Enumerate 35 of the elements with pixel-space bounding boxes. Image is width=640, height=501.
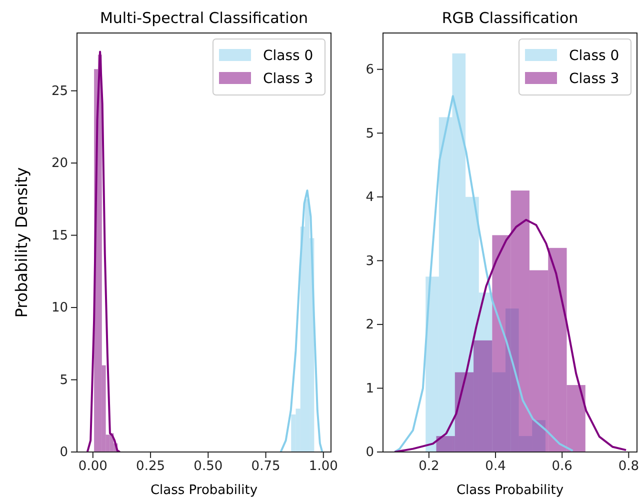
y-tick-label: 0 bbox=[60, 445, 68, 460]
y-tick-label: 10 bbox=[51, 300, 68, 316]
chart-title: RGB Classification bbox=[442, 9, 578, 27]
x-tick-label: 0.6 bbox=[552, 459, 572, 474]
x-tick-label: 0.00 bbox=[78, 459, 108, 474]
y-tick-label: 4 bbox=[366, 190, 374, 206]
y-tick-label: 5 bbox=[60, 372, 68, 388]
x-tick-label: 0.2 bbox=[418, 459, 440, 474]
y-tick-label: 3 bbox=[366, 254, 374, 269]
legend-label: Class 0 bbox=[569, 48, 620, 64]
y-tick-label: 0 bbox=[366, 445, 374, 460]
y-tick-label: 15 bbox=[51, 228, 68, 244]
y-tick-label: 5 bbox=[366, 126, 374, 142]
y-tick-label: 20 bbox=[51, 156, 68, 172]
x-tick-label: 0.25 bbox=[136, 459, 166, 474]
line-series bbox=[86, 50, 121, 452]
x-tick-label: 0.50 bbox=[194, 459, 223, 474]
legend-label: Class 3 bbox=[569, 71, 620, 87]
y-tick-label: 2 bbox=[366, 318, 374, 333]
x-tick-label: 1.00 bbox=[308, 459, 338, 474]
x-axis-title: Class Probability bbox=[150, 483, 258, 498]
x-tick-label: 0.4 bbox=[485, 459, 506, 474]
y-axis-title: Probability Density bbox=[12, 167, 31, 318]
x-tick-label: 0.75 bbox=[251, 459, 280, 474]
x-axis-title: Class Probability bbox=[456, 483, 564, 498]
legend-label: Class 3 bbox=[263, 71, 314, 87]
line-series bbox=[394, 95, 574, 452]
line-series bbox=[280, 189, 324, 452]
y-tick-label: 6 bbox=[366, 62, 374, 78]
chart-title: Multi-Spectral Classification bbox=[100, 9, 308, 27]
line-series bbox=[394, 218, 628, 452]
legend-label: Class 0 bbox=[263, 48, 314, 64]
y-tick-label: 1 bbox=[366, 381, 374, 396]
x-tick-label: 0.8 bbox=[618, 459, 640, 474]
y-tick-label: 25 bbox=[51, 84, 68, 99]
